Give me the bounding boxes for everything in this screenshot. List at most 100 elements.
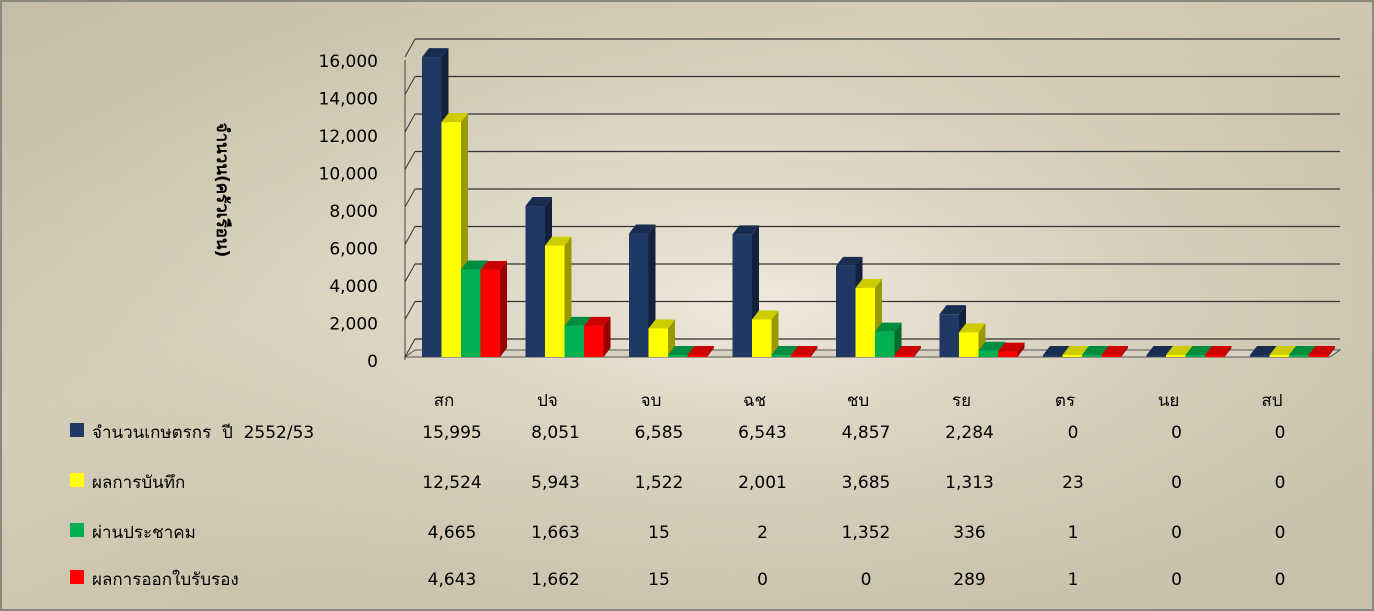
bar-top [1185, 346, 1212, 355]
bar [461, 269, 481, 357]
value-label: 1,662 [531, 570, 580, 590]
bar [1043, 355, 1063, 357]
value-label: 0 [1068, 423, 1079, 443]
value-label: 4,665 [428, 523, 477, 543]
value-label: 12,524 [422, 473, 481, 493]
grid-line [404, 263, 416, 283]
bar-top [771, 346, 798, 355]
y-tick-label: 0 [367, 352, 378, 372]
bar-top [1062, 346, 1089, 355]
value-label: 0 [1171, 473, 1182, 493]
value-label: 15,995 [422, 423, 481, 443]
bar-top [629, 224, 656, 234]
x-tick-label: สป [1261, 391, 1282, 411]
legend-label: ผลการบันทึก [92, 473, 185, 493]
value-label: 1,352 [842, 523, 891, 543]
bar [1082, 355, 1102, 357]
legend-label: จำนวนเกษตรกร ปี 2552/53 [92, 423, 314, 443]
bar-top [480, 260, 507, 270]
value-label: 6,585 [635, 423, 684, 443]
value-label: 1,522 [635, 473, 684, 493]
bar [525, 206, 545, 357]
bar [791, 355, 811, 357]
value-label: 0 [861, 570, 872, 590]
y-tick-label: 8,000 [329, 202, 378, 222]
value-label: 0 [1275, 570, 1286, 590]
bar-side [668, 319, 675, 357]
grid-line [404, 226, 416, 245]
bar [422, 57, 442, 357]
value-label: 1 [1068, 570, 1079, 590]
value-label: 336 [953, 523, 985, 543]
bar-top [687, 346, 714, 355]
bar [545, 245, 565, 357]
bar-top [939, 305, 966, 315]
bar-top [1250, 346, 1277, 355]
bar [648, 328, 668, 357]
bar [668, 355, 688, 357]
bar-top [1101, 346, 1128, 355]
bar [1185, 355, 1205, 357]
value-label: 0 [757, 570, 768, 590]
bar [441, 122, 461, 357]
bar-top [422, 48, 449, 58]
grid-line [404, 301, 416, 320]
bar [564, 325, 584, 357]
value-label: 15 [648, 570, 670, 590]
bar-top [959, 323, 986, 333]
bar-side [1328, 346, 1335, 357]
legend-swatch [70, 570, 84, 584]
value-label: 0 [1171, 523, 1182, 543]
bar-top [752, 310, 779, 320]
x-tick-label: นย [1158, 391, 1180, 411]
bar [1308, 355, 1328, 357]
bar-top [732, 225, 759, 235]
bar-top [461, 260, 488, 270]
bar [687, 355, 707, 357]
bar [939, 314, 959, 357]
value-label: 0 [1275, 523, 1286, 543]
bar-top [1205, 346, 1232, 355]
bar-top [791, 346, 818, 355]
value-label: 2,284 [945, 423, 994, 443]
bar-top [441, 113, 468, 123]
bar-top [525, 197, 552, 207]
value-label: 2,001 [738, 473, 787, 493]
bar-top [1269, 346, 1296, 355]
bar-top [855, 278, 882, 288]
legend-swatch [70, 473, 84, 487]
y-tick-label: 16,000 [319, 52, 378, 72]
value-label: 3,685 [842, 473, 891, 493]
value-label: 0 [1171, 570, 1182, 590]
bar-top [1166, 346, 1193, 355]
bar [1062, 355, 1082, 357]
value-label: 0 [1275, 423, 1286, 443]
grid-line [404, 188, 416, 208]
legend-swatch [70, 423, 84, 437]
bar-side [1121, 346, 1128, 357]
bar-side [1224, 346, 1232, 357]
bar-top [1308, 346, 1335, 355]
value-label: 6,543 [738, 423, 787, 443]
bar [1205, 355, 1225, 357]
bar [836, 265, 856, 357]
legend-label: ผ่านประชาคม [92, 523, 196, 543]
y-tick-label: 14,000 [319, 90, 378, 110]
value-label: 289 [953, 570, 985, 590]
y-tick-label: 6,000 [329, 240, 378, 260]
bar [978, 350, 998, 357]
bar [752, 319, 772, 357]
grid-line [404, 38, 416, 58]
bar-top [1043, 346, 1070, 355]
legend-label: ผลการออกใบรับรอง [92, 569, 239, 590]
bar-top [978, 341, 1005, 351]
bar-side [603, 316, 611, 357]
legend-swatch [70, 523, 84, 537]
bar-side [500, 260, 507, 357]
grid-line [404, 151, 416, 170]
x-tick-label: ฉช [743, 391, 766, 411]
value-label: 15 [648, 523, 670, 543]
x-tick-label: ตร [1055, 391, 1075, 411]
